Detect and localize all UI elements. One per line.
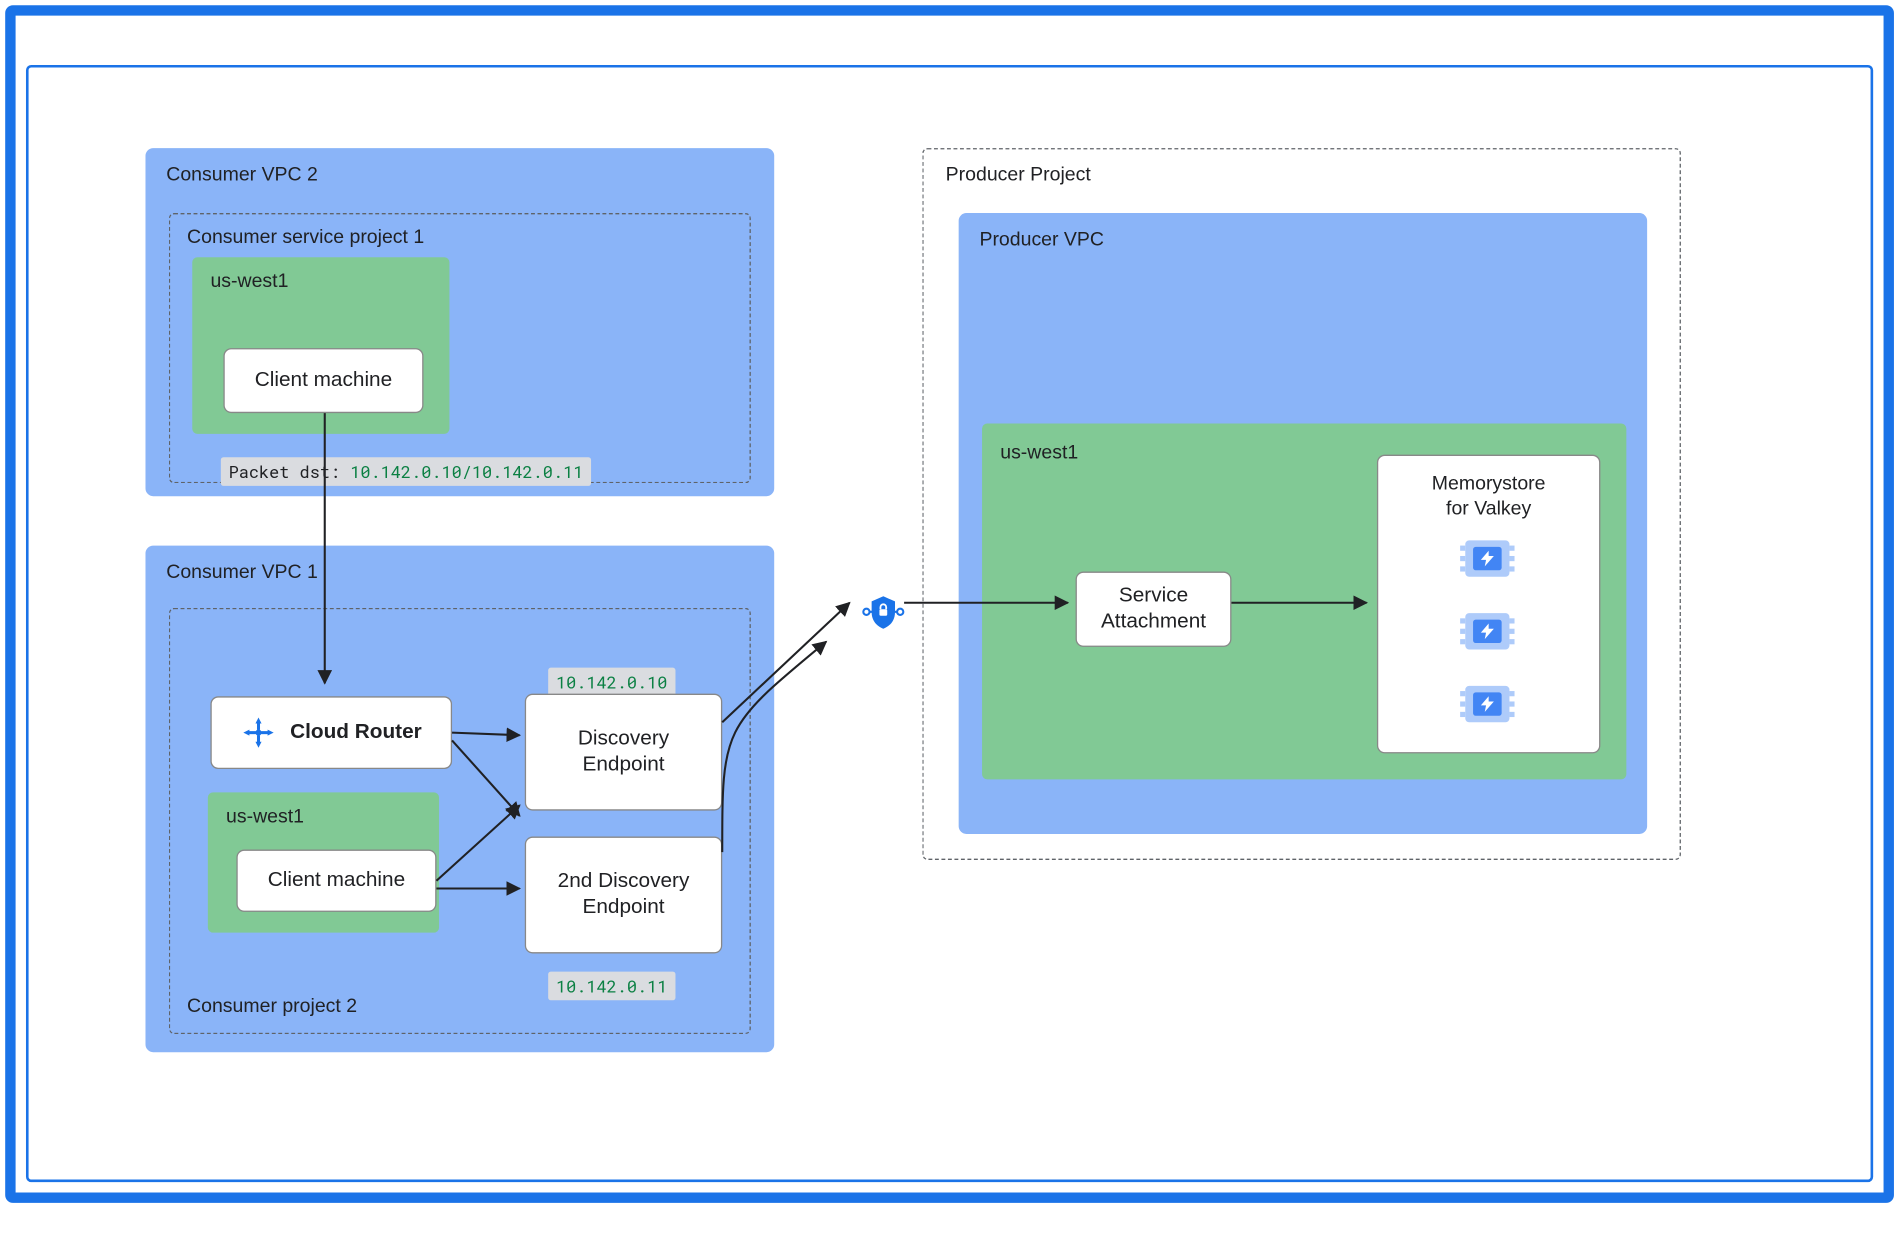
memorystore-title: Memorystore for Valkey bbox=[1398, 473, 1580, 522]
vpc2-region-label: us-west1 bbox=[210, 270, 288, 292]
memorystore-instances bbox=[1460, 538, 1515, 725]
vpc1-client-machine: Client machine bbox=[236, 850, 436, 912]
psc-lock-icon bbox=[860, 590, 907, 641]
vpc1-client-machine-label: Client machine bbox=[268, 868, 405, 894]
cloud-router-label: Cloud Router bbox=[290, 720, 422, 746]
discovery-endpoint-2-label: 2nd Discovery Endpoint bbox=[558, 869, 690, 921]
discovery-endpoint-1-label: Discovery Endpoint bbox=[578, 726, 669, 778]
consumer-service-project-1-title: Consumer service project 1 bbox=[187, 226, 424, 248]
packet-dst-label: Packet dst: bbox=[229, 460, 340, 483]
packet-dst-chip: Packet dst: 10.142.0.10/10.142.0.11 bbox=[221, 457, 591, 486]
consumer-project-2-title: Consumer project 2 bbox=[187, 995, 357, 1017]
packet-dst-value: 10.142.0.10/10.142.0.11 bbox=[350, 460, 583, 483]
brand-light: Cloud bbox=[131, 21, 215, 53]
vpc2-client-machine: Client machine bbox=[223, 348, 423, 413]
vpc1-region-label: us-west1 bbox=[226, 805, 304, 827]
discovery-1-ip: 10.142.0.10 bbox=[548, 668, 675, 697]
consumer-vpc-2-title: Consumer VPC 2 bbox=[166, 164, 318, 186]
producer-vpc-title: Producer VPC bbox=[979, 229, 1104, 251]
cloud-router-icon bbox=[241, 714, 277, 750]
discovery-endpoint-1: Discovery Endpoint bbox=[525, 694, 722, 811]
memorystore-instance-icon bbox=[1460, 538, 1515, 580]
vpc2-client-machine-label: Client machine bbox=[255, 368, 392, 394]
service-attachment-label: Service Attachment bbox=[1101, 583, 1206, 635]
memorystore-instance-icon bbox=[1460, 611, 1515, 653]
discovery-endpoint-2: 2nd Discovery Endpoint bbox=[525, 837, 722, 954]
google-cloud-logo: Google Cloud bbox=[31, 21, 215, 55]
producer-project-title: Producer Project bbox=[946, 164, 1091, 186]
cloud-router: Cloud Router bbox=[210, 696, 452, 769]
producer-region-label: us-west1 bbox=[1000, 442, 1078, 464]
discovery-2-ip: 10.142.0.11 bbox=[548, 972, 675, 1001]
brand-bold: Google bbox=[31, 21, 131, 53]
service-attachment: Service Attachment bbox=[1076, 572, 1232, 647]
consumer-vpc-1-title: Consumer VPC 1 bbox=[166, 561, 318, 583]
memorystore-instance-icon bbox=[1460, 683, 1515, 725]
